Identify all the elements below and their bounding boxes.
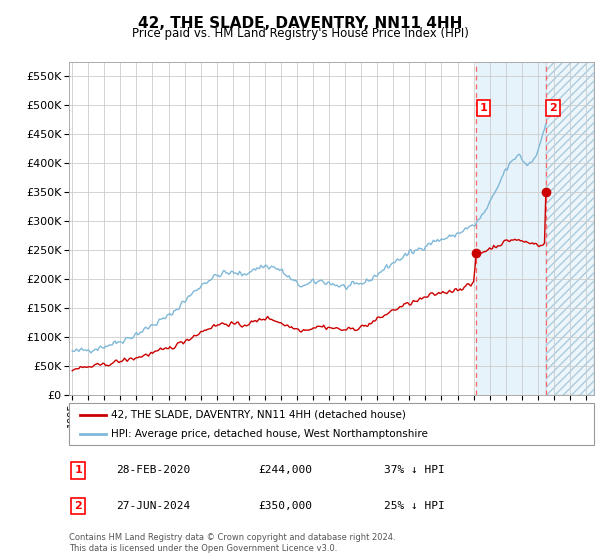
Text: 42, THE SLADE, DAVENTRY, NN11 4HH: 42, THE SLADE, DAVENTRY, NN11 4HH [138,16,462,31]
Text: £350,000: £350,000 [258,501,312,511]
Text: 1: 1 [479,103,487,113]
Text: 25% ↓ HPI: 25% ↓ HPI [384,501,445,511]
Text: 1: 1 [74,465,82,475]
Bar [546,62,594,395]
Text: 27-JUN-2024: 27-JUN-2024 [116,501,191,511]
Text: 37% ↓ HPI: 37% ↓ HPI [384,465,445,475]
Text: Contains HM Land Registry data © Crown copyright and database right 2024.
This d: Contains HM Land Registry data © Crown c… [69,533,395,553]
Text: 42, THE SLADE, DAVENTRY, NN11 4HH (detached house): 42, THE SLADE, DAVENTRY, NN11 4HH (detac… [111,410,406,420]
Text: £244,000: £244,000 [258,465,312,475]
FancyBboxPatch shape [69,403,594,445]
Bar [546,62,594,395]
Text: 28-FEB-2020: 28-FEB-2020 [116,465,191,475]
Text: 2: 2 [74,501,82,511]
Text: 2: 2 [549,103,557,113]
Text: Price paid vs. HM Land Registry's House Price Index (HPI): Price paid vs. HM Land Registry's House … [131,27,469,40]
Bar [476,62,546,395]
Text: HPI: Average price, detached house, West Northamptonshire: HPI: Average price, detached house, West… [111,430,428,439]
